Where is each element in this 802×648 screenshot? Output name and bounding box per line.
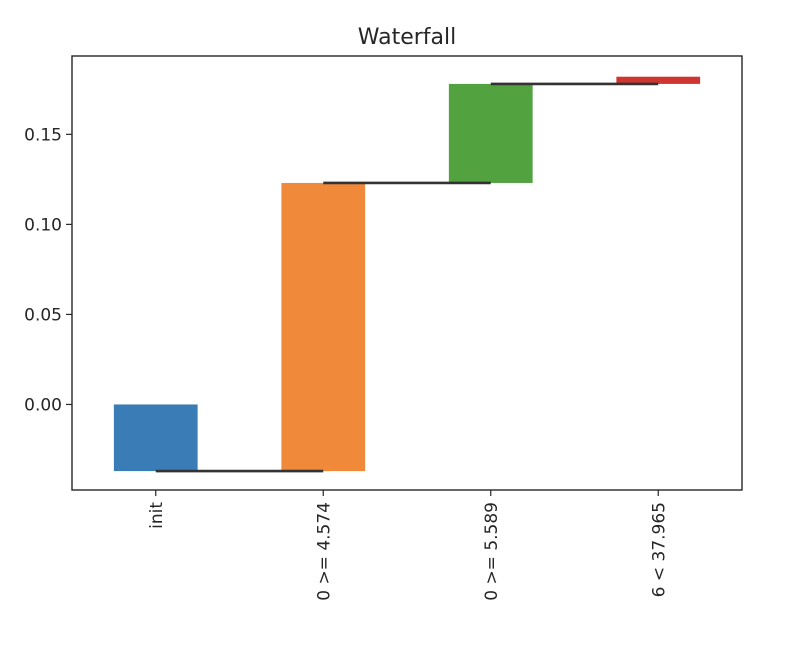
connectors-layer xyxy=(155,82,659,473)
y-axis: 0.00 0.05 0.10 0.15 xyxy=(24,125,72,415)
bars-layer xyxy=(113,76,701,472)
x-tick-label-2: 0 >= 5.589 xyxy=(482,502,502,601)
y-tick-label-3: 0.15 xyxy=(24,125,62,145)
y-tick-label-1: 0.05 xyxy=(24,305,62,325)
chart-title: Waterfall xyxy=(358,25,456,50)
y-tick-label-0: 0.00 xyxy=(24,395,62,415)
plot-frame xyxy=(71,55,743,491)
bar-3 xyxy=(616,76,701,84)
x-tick-label-3: 6 < 37.965 xyxy=(649,502,669,597)
x-tick-label-0: init xyxy=(147,502,167,529)
x-axis: init 0 >= 4.574 0 >= 5.589 6 < 37.965 xyxy=(147,490,669,601)
x-tick-label-1: 0 >= 4.574 xyxy=(314,502,334,601)
bar-0 xyxy=(113,404,198,472)
bar-2 xyxy=(448,83,533,183)
y-tick-label-2: 0.10 xyxy=(24,215,62,235)
bar-1 xyxy=(281,182,366,472)
